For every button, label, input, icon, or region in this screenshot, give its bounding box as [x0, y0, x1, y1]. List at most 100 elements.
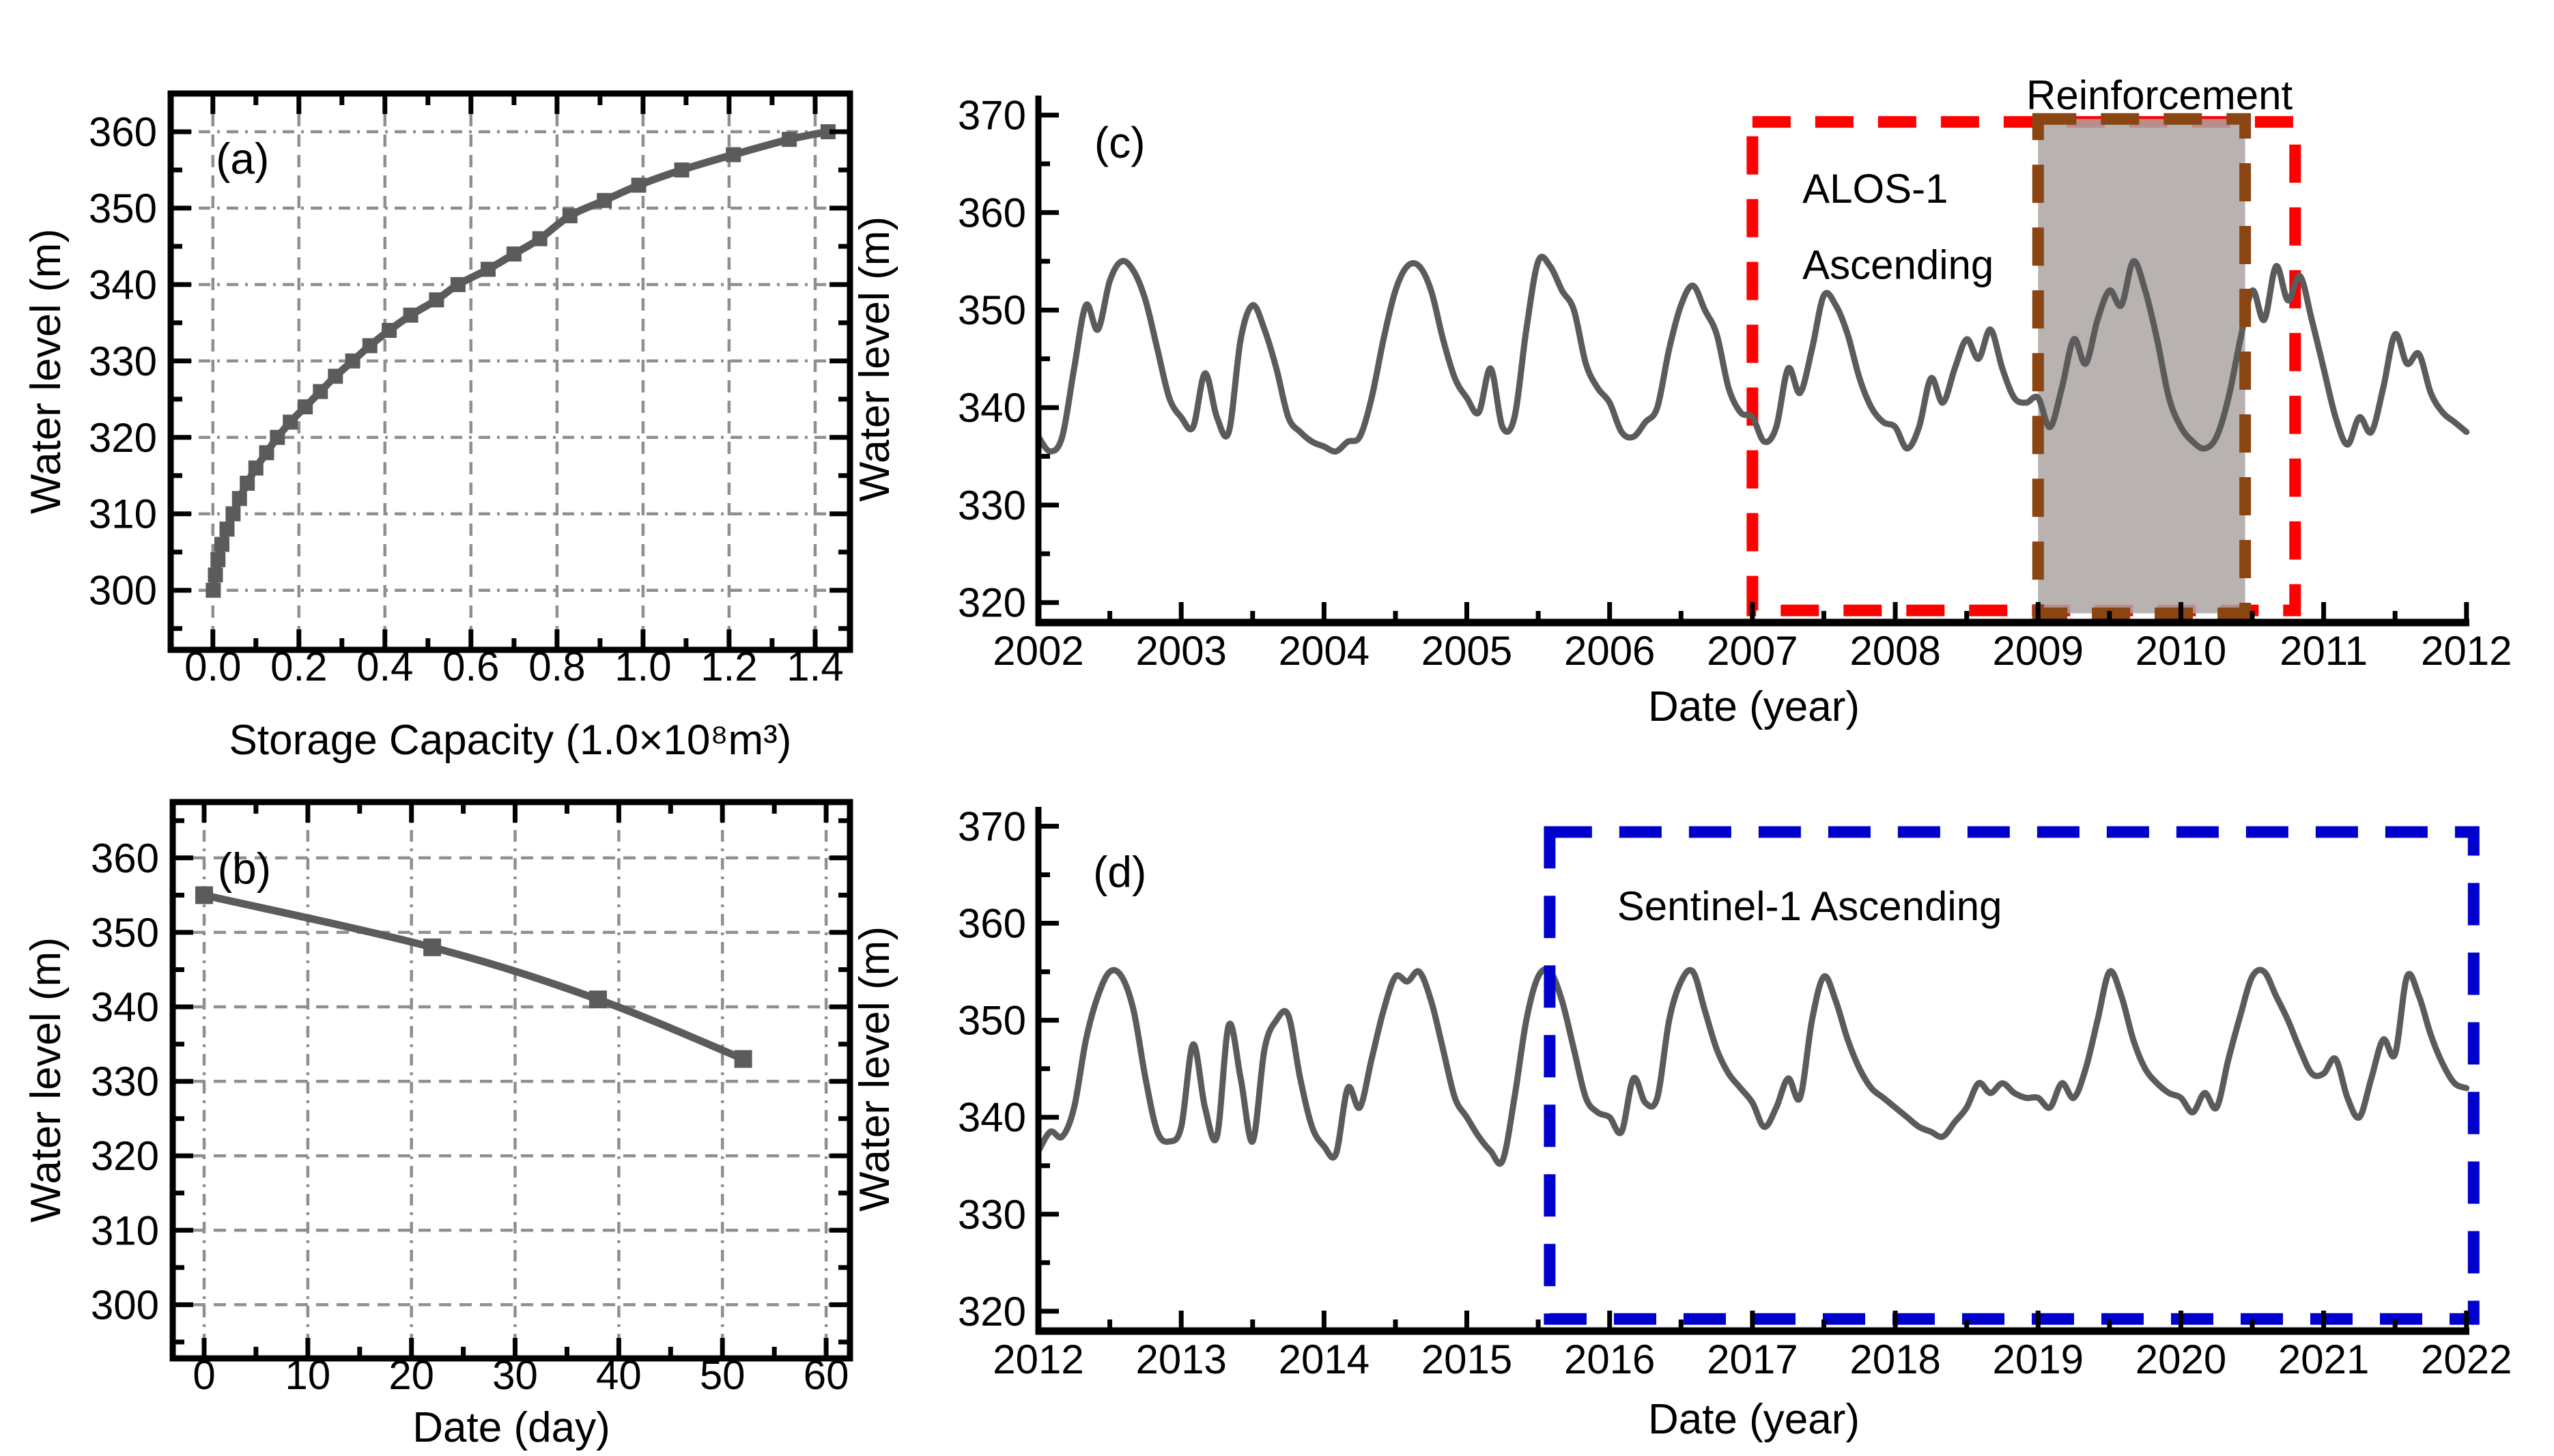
y-tick-label: 340 [958, 1095, 1026, 1141]
data-marker [403, 307, 418, 323]
x-tick-label: 30 [492, 1352, 538, 1398]
x-tick-label: 2006 [1564, 628, 1655, 674]
y-tick-label: 340 [958, 385, 1026, 431]
y-tick-label: 340 [91, 984, 159, 1030]
x-tick-label: 2003 [1135, 628, 1226, 674]
data-marker [423, 938, 442, 956]
data-marker [328, 369, 343, 384]
alos-label-line2: Ascending [1802, 242, 1993, 288]
y-tick-label: 310 [89, 491, 157, 537]
x-tick-label: 2012 [993, 1337, 1083, 1382]
y-tick-label: 330 [958, 483, 1026, 528]
y-tick-label: 360 [958, 901, 1026, 947]
data-marker [195, 886, 213, 904]
data-marker [506, 246, 522, 262]
y-tick-label: 360 [89, 109, 157, 155]
data-marker [782, 132, 797, 147]
data-marker [382, 323, 397, 338]
x-tick-label: 2008 [1849, 628, 1940, 674]
ticks-d [1036, 823, 2469, 1331]
x-tick-label: 2016 [1564, 1337, 1655, 1382]
x-axis-label: Storage Capacity (1.0×10⁸m³) [229, 717, 792, 764]
x-tick-label: 20 [388, 1352, 434, 1398]
x-tick-label: 0 [193, 1352, 215, 1398]
x-tick-label: 0.4 [356, 644, 413, 689]
reinforcement-shade [2038, 119, 2245, 614]
y-tick-label: 350 [91, 910, 159, 956]
data-marker [205, 582, 221, 598]
data-marker [345, 353, 360, 369]
markers-drawdown-curve [195, 886, 752, 1068]
ticks-c [1036, 113, 2469, 623]
data-marker [248, 460, 264, 476]
data-marker [283, 414, 298, 430]
tick-labels-c: 2002 2003 2004 2005 2006 2007 2008 2009 2010 2011… [958, 93, 2512, 674]
x-tick-label: 2021 [2278, 1337, 2369, 1382]
reinforcement-label: Reinforcement [2026, 72, 2293, 118]
plot-frame [167, 90, 853, 653]
y-tick-label: 320 [958, 580, 1026, 626]
data-marker [429, 292, 444, 308]
y-tick-label: 300 [89, 568, 157, 614]
x-tick-label: 10 [285, 1352, 331, 1398]
x-tick-label: 0.0 [184, 644, 241, 689]
panel-b: 0 10 20 30 40 50 60 300 310 320 330 340 350 360 Date (… [23, 799, 853, 1451]
x-tick-label: 2011 [2280, 628, 2368, 674]
data-marker [270, 429, 285, 445]
y-axis-label: Water level (m) [23, 229, 70, 514]
y-tick-label: 330 [91, 1059, 159, 1104]
grid-b [173, 802, 850, 1358]
x-axis-label: Date (year) [1648, 683, 1860, 730]
x-tick-label: 2019 [1993, 1337, 2084, 1382]
data-marker [562, 208, 578, 224]
x-tick-label: 2020 [2136, 1337, 2226, 1382]
data-marker [219, 522, 235, 537]
series-water-level-2002-2012 [1035, 253, 2470, 455]
data-marker [240, 475, 255, 491]
y-tick-label: 350 [958, 287, 1026, 333]
ticks-a [171, 91, 850, 650]
sentinel-1-extent-box [1544, 826, 2480, 1325]
data-marker [589, 990, 607, 1009]
series-water-level-2012-2022 [1035, 966, 2470, 1167]
data-marker [231, 491, 247, 506]
x-axis-label: Date (day) [412, 1404, 610, 1451]
series-drawdown-curve [200, 891, 748, 1063]
tick-labels-a: 0.0 0.2 0.4 0.6 0.8 1.0 1.2 1.4 300 310 320 330 340 3… [89, 109, 844, 689]
y-tick-label: 360 [91, 836, 159, 881]
x-tick-label: 2014 [1279, 1337, 1370, 1382]
x-tick-label: 50 [700, 1352, 746, 1398]
data-marker [820, 124, 836, 139]
panel-letter: (c) [1094, 118, 1146, 167]
x-tick-label: 1.4 [786, 644, 843, 689]
x-tick-label: 2010 [2136, 628, 2226, 674]
x-tick-label: 0.2 [270, 644, 327, 689]
y-tick-label: 350 [89, 186, 157, 231]
x-tick-label: 2018 [1849, 1337, 1940, 1382]
y-tick-label: 360 [958, 190, 1026, 235]
x-tick-label: 2012 [2421, 628, 2512, 674]
data-marker [532, 231, 548, 246]
y-axis-label: Water level (m) [851, 926, 898, 1212]
reinforcement-extent-box [2032, 113, 2252, 620]
data-marker [259, 445, 274, 461]
x-tick-label: 2004 [1279, 628, 1370, 674]
data-marker [298, 399, 313, 414]
x-tick-label: 40 [596, 1352, 642, 1398]
x-axis-label: Date (year) [1648, 1396, 1860, 1443]
ticks-b [173, 802, 850, 1358]
x-tick-label: 2022 [2421, 1337, 2512, 1382]
x-tick-label: 2007 [1707, 628, 1798, 674]
y-tick-label: 370 [958, 93, 1026, 139]
markers-stage-storage-curve [205, 124, 836, 598]
data-marker [214, 537, 229, 552]
x-tick-label: 0.6 [442, 644, 499, 689]
sentinel-label: Sentinel-1 Ascending [1617, 883, 2002, 929]
y-tick-label: 320 [958, 1289, 1026, 1334]
data-marker [734, 1050, 752, 1068]
tick-labels-b: 0 10 20 30 40 50 60 300 310 320 330 340 350 360 [91, 836, 849, 1398]
data-marker [210, 552, 226, 567]
data-marker [313, 384, 328, 399]
